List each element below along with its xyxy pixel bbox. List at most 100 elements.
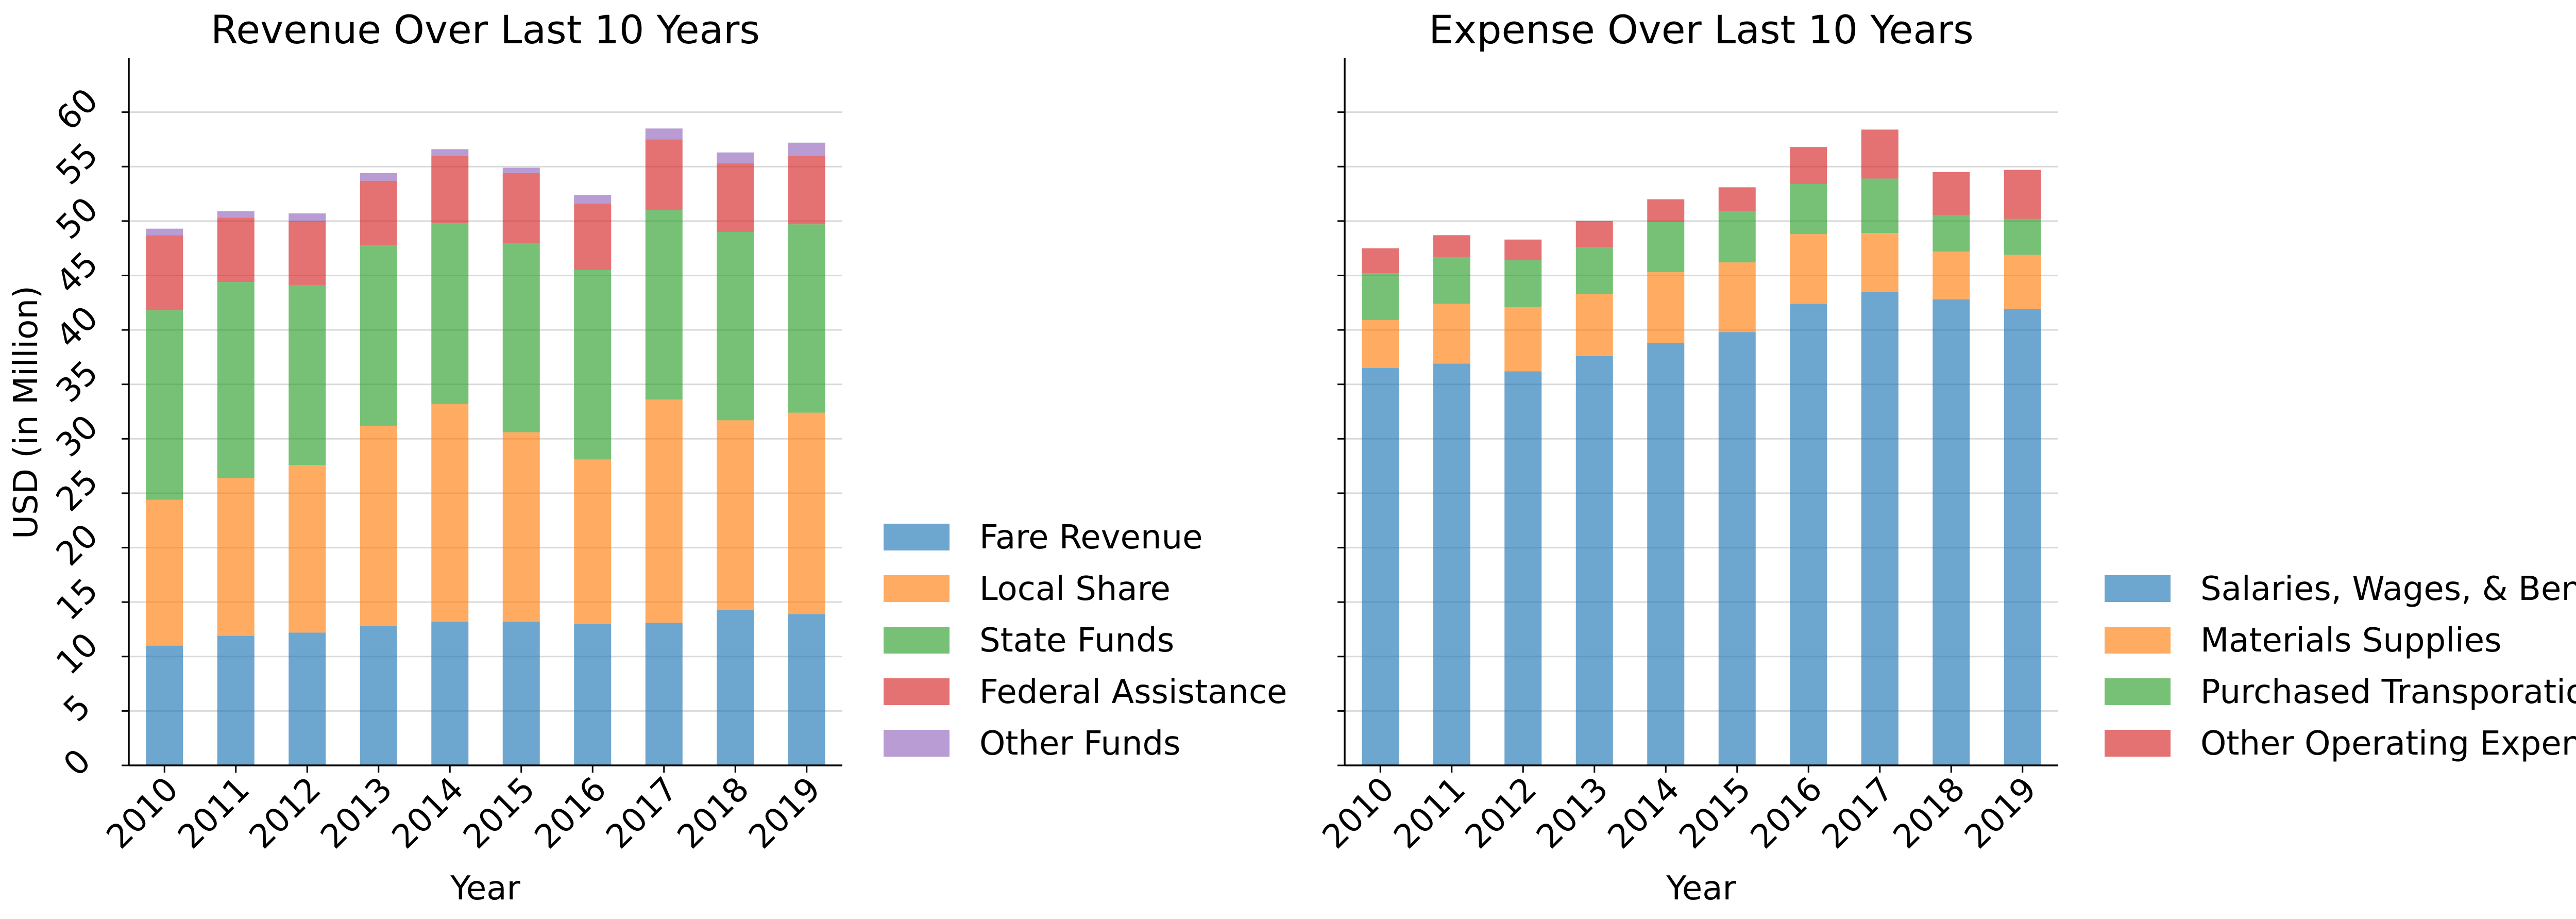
revenue-bar-segment	[360, 245, 397, 426]
expense-x-tick-label: 2017	[1815, 770, 1901, 856]
expense-x-tick-label: 2010	[1315, 770, 1401, 856]
revenue-y-tick-label: 45	[49, 245, 106, 302]
expense-bar-segment	[1718, 262, 1756, 332]
revenue-chart-title: Revenue Over Last 10 Years	[211, 7, 760, 53]
expense-x-axis-label: Year	[1666, 870, 1736, 908]
expense-bar-segment	[1718, 211, 1756, 263]
revenue-y-tick-label: 30	[49, 408, 106, 465]
expense-bar-segment	[1647, 222, 1685, 273]
revenue-legend-swatch	[884, 575, 950, 602]
revenue-y-tick-label: 40	[49, 299, 106, 356]
revenue-x-tick-label: 2019	[742, 770, 828, 856]
expense-bar-segment	[1790, 147, 1827, 185]
revenue-bar-segment	[289, 221, 326, 286]
revenue-bar-segment	[717, 420, 754, 610]
revenue-bar-segment	[502, 432, 540, 622]
expense-legend-swatch	[2105, 575, 2171, 602]
revenue-bar-segment	[717, 152, 754, 163]
revenue-legend-swatch	[884, 627, 950, 654]
revenue-x-tick-label: 2011	[171, 770, 257, 856]
revenue-bar-segment	[360, 180, 397, 245]
revenue-bar-segment	[788, 156, 825, 225]
revenue-bar-segment	[360, 626, 397, 765]
revenue-legend-label: State Funds	[979, 622, 1174, 660]
expense-bar-segment	[1575, 356, 1613, 765]
revenue-legend-swatch	[884, 524, 950, 550]
revenue-chart: Revenue Over Last 10 Years USD (in Milli…	[7, 7, 1287, 908]
expense-bar-segment	[1861, 129, 1899, 179]
expense-bar-segment	[1504, 239, 1542, 260]
expense-x-tick-label: 2015	[1672, 770, 1758, 856]
revenue-y-tick-label: 10	[49, 626, 106, 682]
revenue-bar-segment	[431, 404, 469, 622]
revenue-bar-segment	[645, 139, 683, 210]
expense-x-tick-label: 2018	[1886, 770, 1972, 856]
revenue-bar-segment	[574, 270, 612, 460]
expense-bar-segment	[1933, 172, 1970, 216]
expense-x-tick-label: 2012	[1458, 770, 1544, 856]
expense-x-tick-label: 2016	[1743, 770, 1829, 856]
revenue-bar-segment	[360, 173, 397, 181]
revenue-legend-swatch	[884, 730, 950, 757]
revenue-bar-segment	[146, 499, 183, 646]
expense-bar-segment	[1362, 368, 1399, 765]
expense-bar-segment	[1718, 187, 1756, 211]
expense-bar-segment	[1647, 199, 1685, 222]
expense-legend-label: Purchased Transporation	[2200, 673, 2576, 711]
revenue-bar-segment	[574, 459, 612, 624]
expense-bar-segment	[1861, 178, 1899, 233]
revenue-x-tick-label: 2015	[456, 770, 543, 856]
expense-legend-swatch	[2105, 678, 2171, 705]
expense-legend-label: Other Operating Expenses	[2200, 725, 2576, 763]
revenue-x-tick-label: 2017	[599, 770, 685, 856]
expense-x-tick-label: 2013	[1530, 770, 1616, 856]
expense-bar-segment	[1861, 233, 1899, 292]
revenue-x-tick-label: 2012	[242, 770, 328, 856]
revenue-legend: Fare Revenue Local Share State Funds Federa…	[884, 519, 1287, 763]
revenue-bar-segment	[217, 636, 255, 765]
revenue-bar-segment	[574, 624, 612, 765]
revenue-bar-segment	[502, 243, 540, 432]
revenue-bar-segment	[217, 211, 255, 218]
revenue-bar-segment	[289, 465, 326, 633]
expense-bar-segment	[1933, 299, 1970, 765]
revenue-x-tick-label: 2013	[314, 770, 400, 856]
expense-legend: Salaries, Wages, & Benfits Materials Supp…	[2105, 570, 2576, 763]
expense-bar-segment	[1933, 251, 1970, 299]
expense-bar-segment	[1647, 343, 1685, 765]
revenue-legend-swatch	[884, 678, 950, 705]
revenue-x-tick-label: 2014	[385, 770, 471, 856]
revenue-bar-segment	[431, 622, 469, 765]
revenue-bar-segment	[217, 218, 255, 282]
revenue-y-tick-label: 0	[57, 742, 98, 784]
revenue-bar-segment	[146, 645, 183, 765]
revenue-bar-segment	[289, 632, 326, 765]
revenue-bar-segment	[645, 210, 683, 400]
expense-bar-segment	[1575, 294, 1613, 356]
expense-chart-title: Expense Over Last 10 Years	[1429, 7, 1973, 53]
revenue-bar-segment	[146, 235, 183, 311]
expense-x-tick-label: 2011	[1387, 770, 1473, 856]
expense-bar-segment	[1790, 304, 1827, 765]
expense-bar-segment	[2004, 255, 2041, 309]
revenue-bar-segment	[289, 213, 326, 221]
expense-bar-segment	[1790, 184, 1827, 235]
revenue-bar-segment	[574, 204, 612, 270]
expense-bar-segment	[1504, 371, 1542, 765]
revenue-bar-segment	[788, 142, 825, 156]
revenue-x-tick-label: 2018	[670, 770, 756, 856]
revenue-bar-segment	[431, 223, 469, 404]
expense-bar-segment	[1504, 260, 1542, 307]
revenue-bar-segment	[217, 282, 255, 478]
expense-bar-segment	[1647, 272, 1685, 343]
expense-bar-segment	[1933, 215, 1970, 252]
revenue-bar-segment	[431, 156, 469, 224]
expense-bar-segment	[2004, 219, 2041, 255]
revenue-bar-segment	[289, 285, 326, 465]
expense-bar-segment	[1362, 248, 1399, 274]
revenue-bar-segment	[788, 224, 825, 413]
revenue-bar-segment	[217, 478, 255, 636]
expense-legend-label: Salaries, Wages, & Benfits	[2200, 570, 2576, 608]
revenue-y-tick-label: 50	[49, 190, 106, 247]
